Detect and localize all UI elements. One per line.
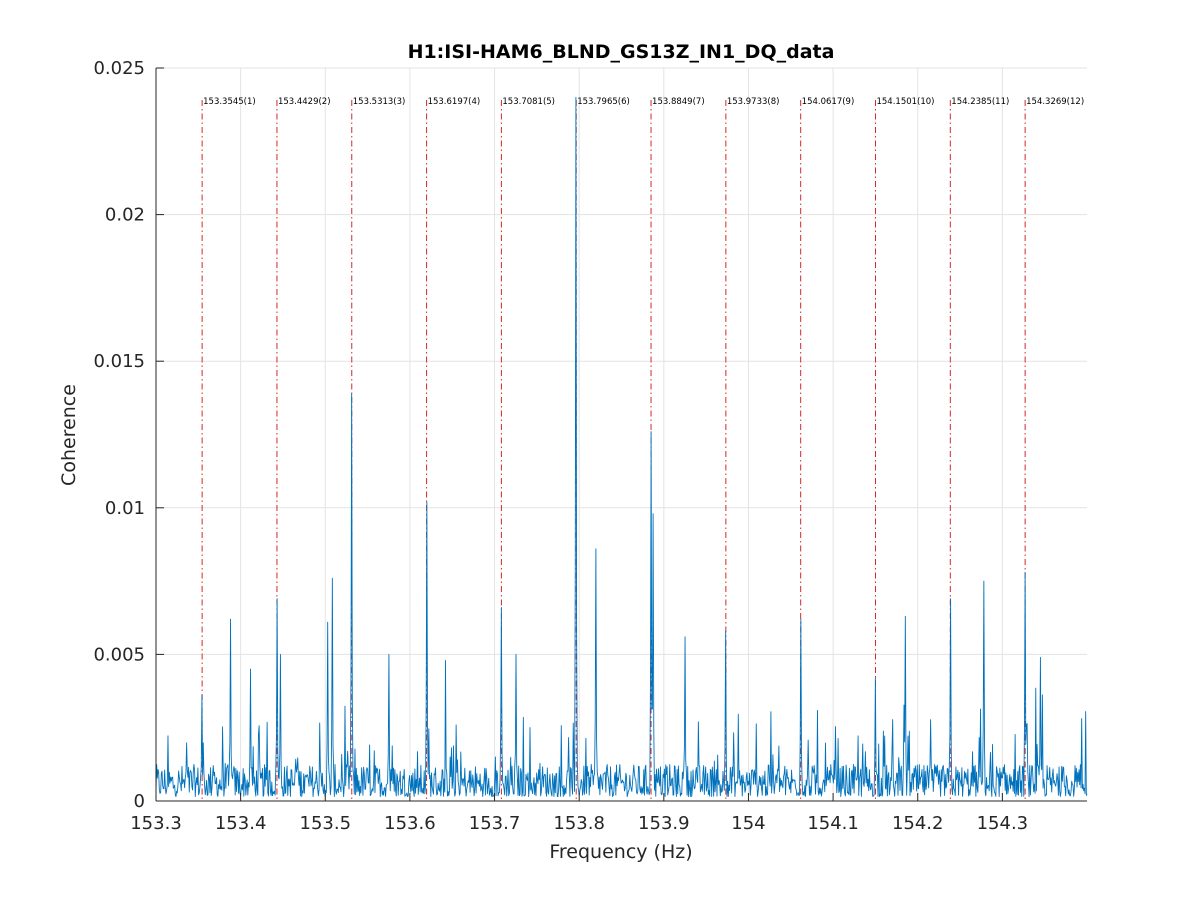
marker-label: 153.7081(5) bbox=[502, 97, 555, 107]
marker-label: 154.1501(10) bbox=[876, 97, 934, 107]
x-tick-label: 153.3 bbox=[130, 813, 182, 834]
y-axis-label: Coherence bbox=[58, 384, 80, 486]
x-tick-label: 153.9 bbox=[638, 813, 690, 834]
x-tick-label: 153.8 bbox=[553, 813, 605, 834]
y-tick-label: 0 bbox=[134, 791, 145, 812]
coherence-line bbox=[155, 96, 1088, 798]
marker-label: 153.6197(4) bbox=[428, 97, 481, 107]
x-tick-label: 154.3 bbox=[977, 813, 1029, 834]
x-tick-label: 153.6 bbox=[384, 813, 436, 834]
marker-label: 153.4429(2) bbox=[278, 97, 331, 107]
marker-label: 154.0617(9) bbox=[802, 97, 855, 107]
y-tick-label: 0.02 bbox=[105, 205, 145, 226]
chart-title: H1:ISI-HAM6_BLND_GS13Z_IN1_DQ_data bbox=[408, 41, 835, 63]
axes: 153.3 153.4 153.5 153.6 153.7 153.8 153.9 154 15… bbox=[93, 58, 1087, 834]
y-tick-label: 0.01 bbox=[105, 498, 145, 519]
marker-label: 153.5313(3) bbox=[353, 97, 406, 107]
x-axis-label: Frequency (Hz) bbox=[549, 841, 692, 863]
x-tick-label: 154.1 bbox=[807, 813, 859, 834]
marker-label: 153.7965(6) bbox=[577, 97, 630, 107]
marker-label: 153.9733(8) bbox=[727, 97, 780, 107]
marker-label: 154.2385(11) bbox=[951, 97, 1009, 107]
marker-label: 154.3269(12) bbox=[1026, 97, 1084, 107]
y-tick-label: 0.005 bbox=[93, 644, 145, 665]
x-tick-label: 154 bbox=[731, 813, 765, 834]
marker-label: 153.3545(1) bbox=[203, 97, 256, 107]
x-tick-label: 153.5 bbox=[300, 813, 352, 834]
x-tick-label: 154.2 bbox=[892, 813, 944, 834]
y-tick-label: 0.015 bbox=[93, 351, 145, 372]
x-tick-label: 153.4 bbox=[215, 813, 267, 834]
marker-label: 153.8849(7) bbox=[652, 97, 705, 107]
y-tick-label: 0.025 bbox=[93, 58, 145, 79]
coherence-series bbox=[155, 96, 1088, 798]
x-tick-label: 153.7 bbox=[469, 813, 521, 834]
